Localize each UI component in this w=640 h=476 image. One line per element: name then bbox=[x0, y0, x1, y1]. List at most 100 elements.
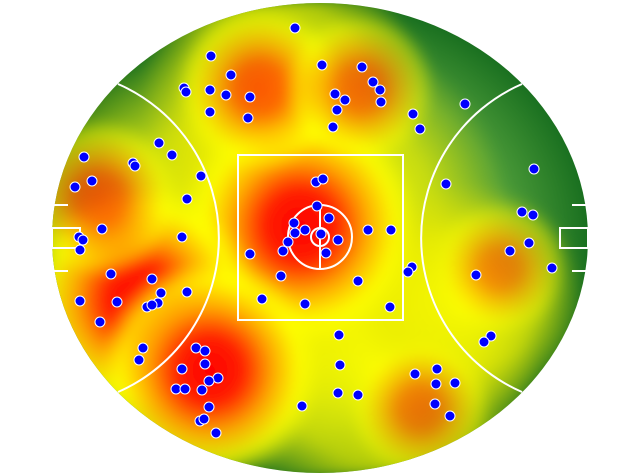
data-point bbox=[296, 400, 308, 412]
data-point bbox=[146, 299, 158, 311]
data-point bbox=[133, 354, 145, 366]
data-point bbox=[546, 262, 558, 274]
data-point bbox=[516, 206, 528, 218]
data-point bbox=[327, 121, 339, 133]
data-point bbox=[225, 69, 237, 81]
data-point bbox=[198, 413, 210, 425]
data-point bbox=[282, 236, 294, 248]
data-point bbox=[289, 22, 301, 34]
data-point bbox=[204, 106, 216, 118]
heat-blob bbox=[432, 200, 568, 336]
data-point bbox=[402, 266, 414, 278]
data-point bbox=[69, 181, 81, 193]
data-point bbox=[339, 94, 351, 106]
data-point bbox=[166, 149, 178, 161]
data-point bbox=[111, 296, 123, 308]
data-point bbox=[288, 217, 300, 229]
data-point bbox=[362, 224, 374, 236]
data-point bbox=[199, 358, 211, 370]
data-point bbox=[153, 137, 165, 149]
data-point bbox=[356, 61, 368, 73]
data-point bbox=[429, 398, 441, 410]
data-point bbox=[129, 160, 141, 172]
data-point bbox=[329, 88, 341, 100]
data-point bbox=[311, 200, 323, 212]
heat-blob bbox=[284, 12, 436, 164]
data-point bbox=[375, 96, 387, 108]
data-point bbox=[203, 375, 215, 387]
data-point bbox=[277, 245, 289, 257]
data-point bbox=[414, 123, 426, 135]
data-point bbox=[205, 50, 217, 62]
data-point bbox=[78, 151, 90, 163]
data-point bbox=[105, 268, 117, 280]
left-50m-arc bbox=[117, 83, 220, 393]
data-point bbox=[332, 234, 344, 246]
data-point bbox=[523, 237, 535, 249]
data-point bbox=[440, 178, 452, 190]
data-point bbox=[94, 316, 106, 328]
data-point bbox=[470, 269, 482, 281]
data-point bbox=[181, 193, 193, 205]
data-point bbox=[199, 345, 211, 357]
data-point bbox=[289, 227, 301, 239]
data-point bbox=[96, 223, 108, 235]
data-point bbox=[220, 89, 232, 101]
data-point bbox=[528, 163, 540, 175]
data-point bbox=[332, 387, 344, 399]
data-point bbox=[74, 244, 86, 256]
data-point bbox=[431, 363, 443, 375]
data-point bbox=[74, 295, 86, 307]
data-point bbox=[449, 377, 461, 389]
data-point bbox=[316, 59, 328, 71]
centre-square bbox=[237, 154, 404, 321]
data-point bbox=[196, 384, 208, 396]
data-point bbox=[181, 286, 193, 298]
data-point bbox=[320, 247, 332, 259]
data-point bbox=[407, 108, 419, 120]
data-point bbox=[275, 270, 287, 282]
data-point bbox=[317, 173, 329, 185]
data-point bbox=[210, 427, 222, 439]
data-point bbox=[179, 383, 191, 395]
data-point bbox=[146, 273, 158, 285]
field-markings bbox=[51, 83, 589, 393]
data-point bbox=[176, 363, 188, 375]
data-point bbox=[190, 342, 202, 354]
data-point bbox=[212, 372, 224, 384]
data-point bbox=[86, 175, 98, 187]
data-point bbox=[430, 378, 442, 390]
data-point bbox=[352, 275, 364, 287]
data-point bbox=[374, 84, 386, 96]
data-point bbox=[333, 329, 345, 341]
data-point bbox=[334, 359, 346, 371]
data-point bbox=[77, 234, 89, 246]
data-point bbox=[367, 76, 379, 88]
data-point bbox=[242, 112, 254, 124]
data-point bbox=[155, 287, 167, 299]
data-point bbox=[299, 224, 311, 236]
data-point bbox=[485, 330, 497, 342]
data-point bbox=[244, 91, 256, 103]
data-point bbox=[352, 389, 364, 401]
data-point bbox=[409, 368, 421, 380]
data-point bbox=[256, 293, 268, 305]
data-point bbox=[204, 84, 216, 96]
data-point bbox=[444, 410, 456, 422]
data-point bbox=[176, 231, 188, 243]
data-point bbox=[180, 86, 192, 98]
data-point bbox=[384, 301, 396, 313]
data-point bbox=[137, 342, 149, 354]
data-point bbox=[244, 248, 256, 260]
points-layer bbox=[69, 22, 558, 439]
data-point bbox=[459, 98, 471, 110]
data-point bbox=[203, 401, 215, 413]
data-point bbox=[478, 336, 490, 348]
data-point bbox=[331, 104, 343, 116]
right-50m-arc bbox=[420, 83, 523, 393]
data-point bbox=[315, 228, 327, 240]
data-point bbox=[195, 170, 207, 182]
data-point bbox=[323, 212, 335, 224]
right-goal-square bbox=[559, 227, 589, 249]
